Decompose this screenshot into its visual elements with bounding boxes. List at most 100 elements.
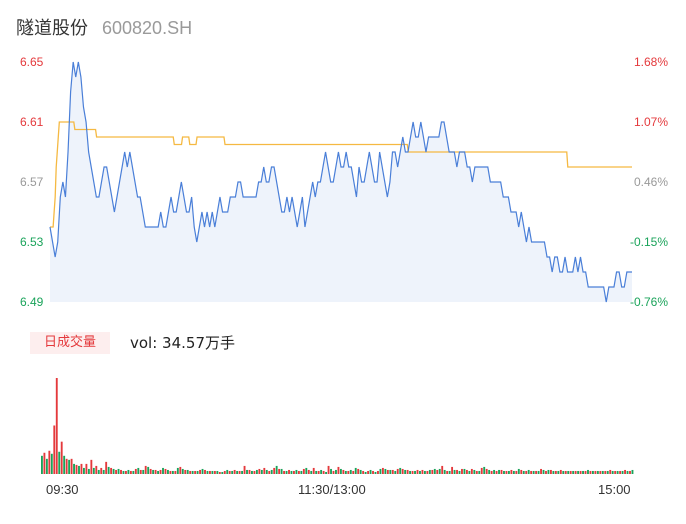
volume-bar	[470, 468, 473, 474]
volume-bar	[196, 470, 199, 474]
volume-bar	[209, 470, 211, 474]
volume-bar	[367, 470, 370, 474]
volume-bar	[213, 470, 216, 474]
volume-bar	[377, 470, 379, 474]
volume-bar	[517, 468, 520, 474]
volume-bar	[386, 469, 389, 474]
y-tick-label: 6.53	[20, 235, 44, 249]
volume-bar	[58, 451, 61, 474]
volume-bar	[554, 470, 557, 474]
volume-bar	[401, 468, 404, 474]
volume-bar	[112, 468, 115, 474]
volume-bar	[451, 466, 454, 474]
volume-bar	[206, 470, 209, 474]
volume-bars	[41, 378, 634, 474]
y-tick-label: 6.65	[20, 55, 44, 69]
volume-bar	[569, 470, 572, 474]
avg-line	[50, 121, 632, 228]
volume-bar	[428, 469, 431, 474]
volume-bar	[127, 469, 130, 474]
volume-bar	[50, 453, 53, 474]
volume-bar	[547, 469, 550, 474]
volume-bar	[310, 470, 313, 474]
volume-bar	[129, 470, 132, 474]
volume-bar	[45, 458, 48, 474]
volume-bar	[85, 463, 88, 474]
volume-bar	[542, 469, 545, 474]
volume-bar	[391, 469, 394, 474]
volume-bar	[396, 468, 399, 474]
volume-bar	[134, 468, 137, 474]
volume-bar	[525, 470, 528, 474]
volume-bar	[189, 470, 192, 474]
volume-bar	[120, 469, 122, 474]
volume-bar	[55, 378, 58, 474]
time-label-close: 15:00	[598, 482, 631, 497]
volume-bar	[611, 470, 614, 474]
volume-bar	[448, 470, 451, 474]
volume-bar	[181, 468, 184, 474]
volume-bar	[369, 469, 372, 474]
volume-bar	[404, 469, 407, 474]
volume-bar	[95, 465, 98, 474]
volume-bar	[223, 470, 226, 474]
volume-bar	[372, 470, 374, 474]
y-tick-label: 6.57	[20, 175, 44, 189]
volume-bar	[307, 469, 310, 474]
volume-label-badge[interactable]: 日成交量	[30, 332, 110, 354]
volume-bar	[423, 470, 426, 474]
volume-bar	[577, 470, 580, 474]
volume-bar	[226, 469, 229, 474]
volume-bar	[490, 470, 493, 474]
volume-bar	[599, 470, 602, 474]
volume-bar	[354, 467, 357, 474]
volume-bar	[70, 458, 73, 474]
volume-bar	[352, 470, 355, 474]
volume-bar	[567, 470, 570, 474]
volume-bar	[174, 470, 177, 474]
volume-bar	[619, 470, 622, 474]
y-right-labels: 1.68% 1.07% 0.46% -0.15% -0.76%	[630, 55, 668, 309]
volume-bar	[589, 470, 592, 474]
volume-bar	[48, 450, 51, 474]
volume-bar	[419, 470, 421, 474]
volume-bar	[594, 470, 597, 474]
volume-bar	[584, 470, 587, 474]
volume-bar	[446, 470, 449, 474]
volume-bar	[485, 468, 488, 474]
volume-bar	[243, 465, 246, 474]
volume-bar	[43, 452, 46, 474]
y-right-tick-label: 0.46%	[634, 175, 668, 189]
volume-bar	[601, 470, 604, 474]
volume-bar	[41, 455, 43, 474]
stock-header: 隧道股份 600820.SH	[16, 14, 192, 39]
volume-bar	[461, 468, 463, 474]
volume-bar	[322, 470, 325, 474]
volume-bar	[221, 471, 224, 474]
volume-bar	[394, 470, 397, 474]
volume-bar	[359, 469, 362, 474]
volume-bar	[87, 468, 90, 474]
volume-bar	[167, 469, 169, 474]
volume-bar	[102, 469, 105, 474]
volume-bar	[438, 468, 441, 474]
volume-bar	[480, 467, 483, 474]
volume-bar	[349, 469, 352, 474]
volume-bar	[389, 469, 392, 474]
volume-bar	[157, 470, 159, 474]
volume-bar	[535, 470, 538, 474]
volume-bar	[137, 467, 140, 474]
volume-bar	[416, 469, 419, 474]
volume-bar	[275, 465, 278, 474]
volume-bar	[75, 464, 78, 474]
volume-bar	[616, 470, 619, 474]
volume-bar	[557, 470, 560, 474]
price-area	[50, 62, 632, 302]
volume-bar	[357, 468, 360, 474]
volume-bar	[453, 469, 456, 474]
volume-bar	[320, 469, 323, 474]
volume-bar	[283, 470, 286, 474]
time-label-open: 09:30	[46, 482, 79, 497]
volume-bar	[441, 465, 444, 474]
y-right-tick-label: -0.15%	[630, 235, 668, 249]
